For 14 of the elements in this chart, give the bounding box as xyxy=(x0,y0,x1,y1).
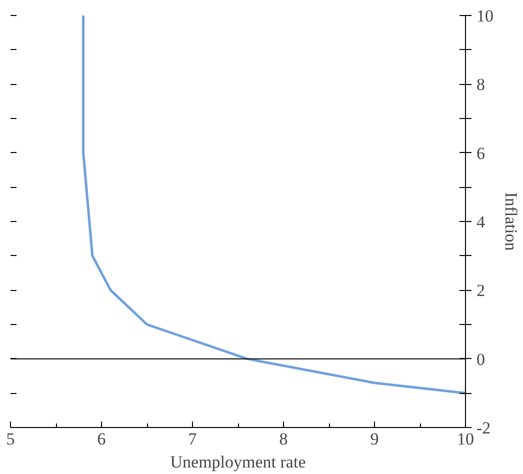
x-tick-label: 5 xyxy=(6,430,15,448)
x-axis-title: Unemployment rate xyxy=(170,452,306,472)
y-tick-label: 0 xyxy=(476,350,485,369)
x-tick-label: 6 xyxy=(97,430,106,448)
y-tick-label: 8 xyxy=(476,75,485,94)
x-tick-label: 7 xyxy=(188,430,198,448)
x-tick-label: 8 xyxy=(279,430,288,448)
y-tick-label: 6 xyxy=(476,144,485,163)
y-axis-title: Inflation xyxy=(502,192,520,252)
y-tick-label: 2 xyxy=(476,281,485,300)
y-tick-label: -2 xyxy=(476,418,491,438)
y-tick-label: 10 xyxy=(476,6,494,26)
x-tick-label: 9 xyxy=(370,430,379,448)
y-tick-label: 4 xyxy=(476,212,486,232)
